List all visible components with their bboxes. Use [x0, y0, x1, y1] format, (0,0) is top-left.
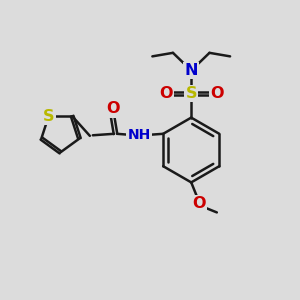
Text: O: O	[159, 86, 172, 101]
Text: NH: NH	[128, 128, 151, 142]
Text: S: S	[43, 109, 54, 124]
Text: O: O	[106, 101, 119, 116]
Text: S: S	[185, 86, 197, 101]
Text: O: O	[192, 196, 205, 211]
Text: N: N	[184, 63, 198, 78]
Text: O: O	[210, 86, 224, 101]
